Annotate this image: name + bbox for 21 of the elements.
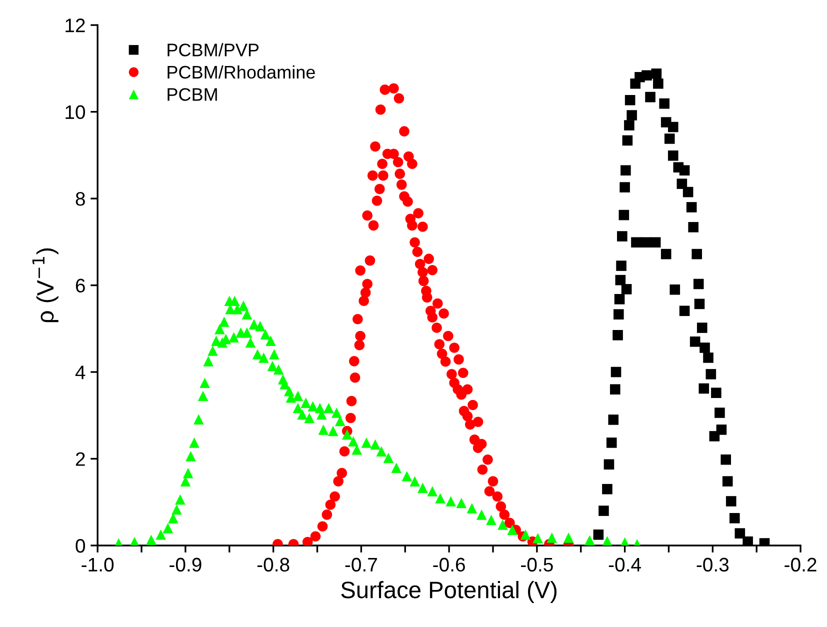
legend-label: PCBM	[168, 88, 217, 101]
legend-label: PCBM/PVP	[168, 43, 259, 56]
x-tick-label: -0.2	[784, 558, 816, 572]
y-tick-label: 12	[66, 18, 85, 32]
y-tick-label: 10	[66, 105, 86, 120]
x-tick-label: -0.8	[257, 558, 290, 572]
legend-label: PCBM/Rhodamine	[168, 65, 315, 79]
x-tick-label: -0.9	[170, 558, 202, 572]
x-axis-title: Surface Potential (V)	[341, 580, 557, 603]
x-tick-label: -0.4	[608, 558, 641, 572]
y-tick-label: 8	[76, 192, 85, 206]
x-tick-label: -0.7	[345, 558, 377, 572]
y-axis-title: ρ (V$^{−1}$)	[32, 248, 58, 322]
x-tick-label: -0.6	[433, 558, 465, 572]
x-tick-label: -0.5	[521, 558, 553, 572]
y-tick-label: 0	[76, 538, 86, 553]
y-tick-label: 2	[76, 452, 85, 466]
y-tick-label: 4	[75, 366, 86, 380]
y-tick-label: 6	[76, 278, 85, 293]
x-tick-label: -0.3	[696, 558, 729, 572]
x-tick-label: -1.0	[82, 558, 114, 572]
